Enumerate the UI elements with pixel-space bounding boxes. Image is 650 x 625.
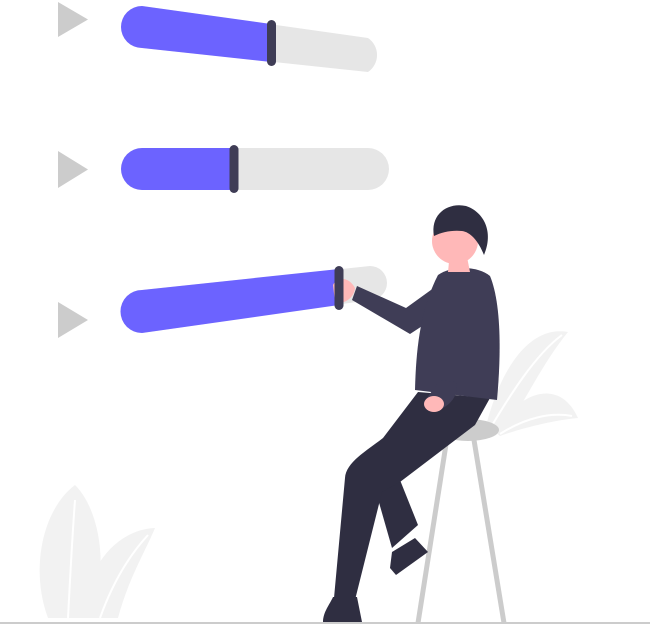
shoe-back bbox=[390, 538, 428, 575]
shirt bbox=[415, 267, 500, 400]
plant-right-decoration bbox=[485, 331, 578, 436]
hair bbox=[433, 205, 488, 255]
slider-handle[interactable] bbox=[229, 145, 239, 193]
slider-fill bbox=[121, 148, 234, 190]
shoe-front bbox=[323, 597, 362, 622]
slider-fill bbox=[121, 6, 271, 62]
play-icon[interactable] bbox=[58, 151, 88, 188]
play-icon[interactable] bbox=[58, 2, 88, 37]
pants-upper bbox=[334, 392, 490, 600]
slider-2[interactable] bbox=[58, 145, 389, 193]
slider-handle[interactable] bbox=[267, 20, 276, 66]
person bbox=[323, 205, 500, 622]
slider-fill bbox=[120, 269, 339, 333]
slider-handle[interactable] bbox=[334, 266, 344, 310]
slider-1[interactable] bbox=[58, 2, 378, 72]
slider-3[interactable] bbox=[58, 266, 387, 338]
plant-left-decoration bbox=[39, 485, 155, 619]
hand-front bbox=[424, 396, 444, 412]
play-icon[interactable] bbox=[58, 302, 88, 338]
